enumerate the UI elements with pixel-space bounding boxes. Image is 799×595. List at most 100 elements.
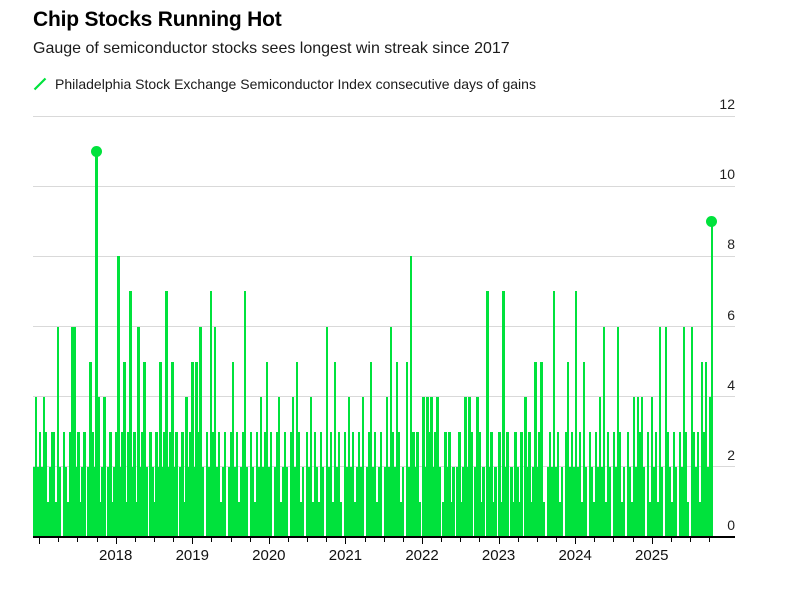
- x-axis-tick: [96, 538, 98, 542]
- bar: [277, 396, 281, 537]
- bar: [678, 431, 682, 537]
- y-axis-label: 12: [719, 96, 735, 112]
- bar: [197, 431, 200, 537]
- x-axis-tick: [690, 538, 692, 542]
- bar: [432, 466, 435, 537]
- bar: [231, 361, 234, 537]
- bar: [658, 326, 662, 537]
- bar: [245, 466, 249, 537]
- bar: [65, 466, 68, 537]
- bar: [149, 431, 152, 537]
- bar: [560, 466, 563, 537]
- bar: [588, 431, 592, 537]
- bar: [568, 466, 571, 537]
- x-axis-tick: [517, 538, 519, 542]
- bar: [253, 501, 257, 537]
- x-axis-tick: [402, 538, 404, 542]
- bar: [241, 431, 244, 537]
- bar: [470, 431, 473, 537]
- bar: [309, 396, 313, 537]
- x-axis-tick: [422, 538, 423, 544]
- bar: [43, 396, 46, 537]
- bar: [229, 431, 232, 537]
- bar: [305, 431, 309, 537]
- bar: [171, 361, 174, 537]
- bar: [87, 466, 90, 537]
- bar: [598, 396, 602, 537]
- x-axis-tick: [39, 538, 41, 544]
- bar: [434, 431, 437, 537]
- x-axis-year-label: 2019: [175, 547, 209, 564]
- bar: [261, 466, 265, 537]
- bar: [299, 501, 303, 537]
- bar: [237, 501, 240, 537]
- bar: [506, 431, 509, 537]
- bar: [291, 396, 295, 537]
- bar: [380, 431, 383, 537]
- x-axis-tick: [153, 538, 155, 542]
- bar: [464, 396, 467, 537]
- bar: [45, 431, 48, 537]
- bar: [488, 466, 491, 537]
- x-axis-tick: [288, 538, 289, 542]
- bar: [426, 396, 429, 537]
- bar: [482, 466, 485, 537]
- bar: [636, 396, 640, 537]
- bar: [410, 256, 413, 537]
- bar: [155, 431, 158, 537]
- bar: [151, 466, 154, 537]
- bar: [77, 431, 80, 537]
- x-axis-tick: [632, 538, 634, 542]
- x-axis-tick: [575, 538, 577, 544]
- bar: [215, 466, 218, 537]
- bar: [307, 466, 311, 537]
- bar: [301, 466, 305, 537]
- bar: [682, 326, 686, 537]
- bar: [412, 431, 415, 537]
- bar: [630, 501, 634, 537]
- x-axis-tick: [498, 538, 500, 544]
- bar: [93, 466, 96, 537]
- x-axis-tick: [58, 538, 60, 542]
- chart-subtitle: Gauge of semiconductor stocks sees longe…: [33, 40, 510, 57]
- bar: [618, 431, 622, 537]
- bar: [163, 431, 166, 537]
- bar: [402, 466, 405, 537]
- bar: [283, 431, 287, 537]
- bar: [638, 431, 642, 537]
- grid-line: [33, 185, 735, 187]
- bar: [664, 326, 668, 537]
- bar: [317, 501, 321, 537]
- y-axis-label: 2: [727, 446, 735, 463]
- bar: [502, 291, 505, 537]
- legend: Philadelphia Stock Exchange Semiconducto…: [33, 76, 536, 92]
- bar: [576, 466, 579, 537]
- bar: [59, 466, 62, 537]
- bar: [57, 326, 60, 537]
- bar: [195, 361, 198, 537]
- bar: [71, 326, 74, 537]
- bar: [510, 466, 513, 537]
- bar: [121, 431, 124, 537]
- bar: [656, 501, 660, 537]
- x-axis-tick: [670, 538, 672, 542]
- bar: [55, 501, 58, 537]
- bar: [572, 466, 575, 537]
- bar: [49, 466, 52, 537]
- x-axis: 2018 2019 2020 2021 2022 2023 2024 2025: [33, 538, 713, 578]
- bar: [39, 431, 42, 537]
- bar: [584, 466, 587, 537]
- bar: [530, 501, 533, 537]
- bar: [670, 501, 674, 537]
- bar: [327, 466, 331, 537]
- bar: [221, 466, 224, 537]
- bar: [528, 431, 531, 537]
- x-axis-tick: [326, 538, 328, 542]
- bar: [414, 466, 417, 537]
- bar: [612, 431, 616, 537]
- bar: [540, 361, 543, 537]
- x-axis-tick: [536, 538, 538, 542]
- bar: [600, 466, 604, 537]
- bar: [67, 501, 70, 537]
- bar: [207, 466, 210, 537]
